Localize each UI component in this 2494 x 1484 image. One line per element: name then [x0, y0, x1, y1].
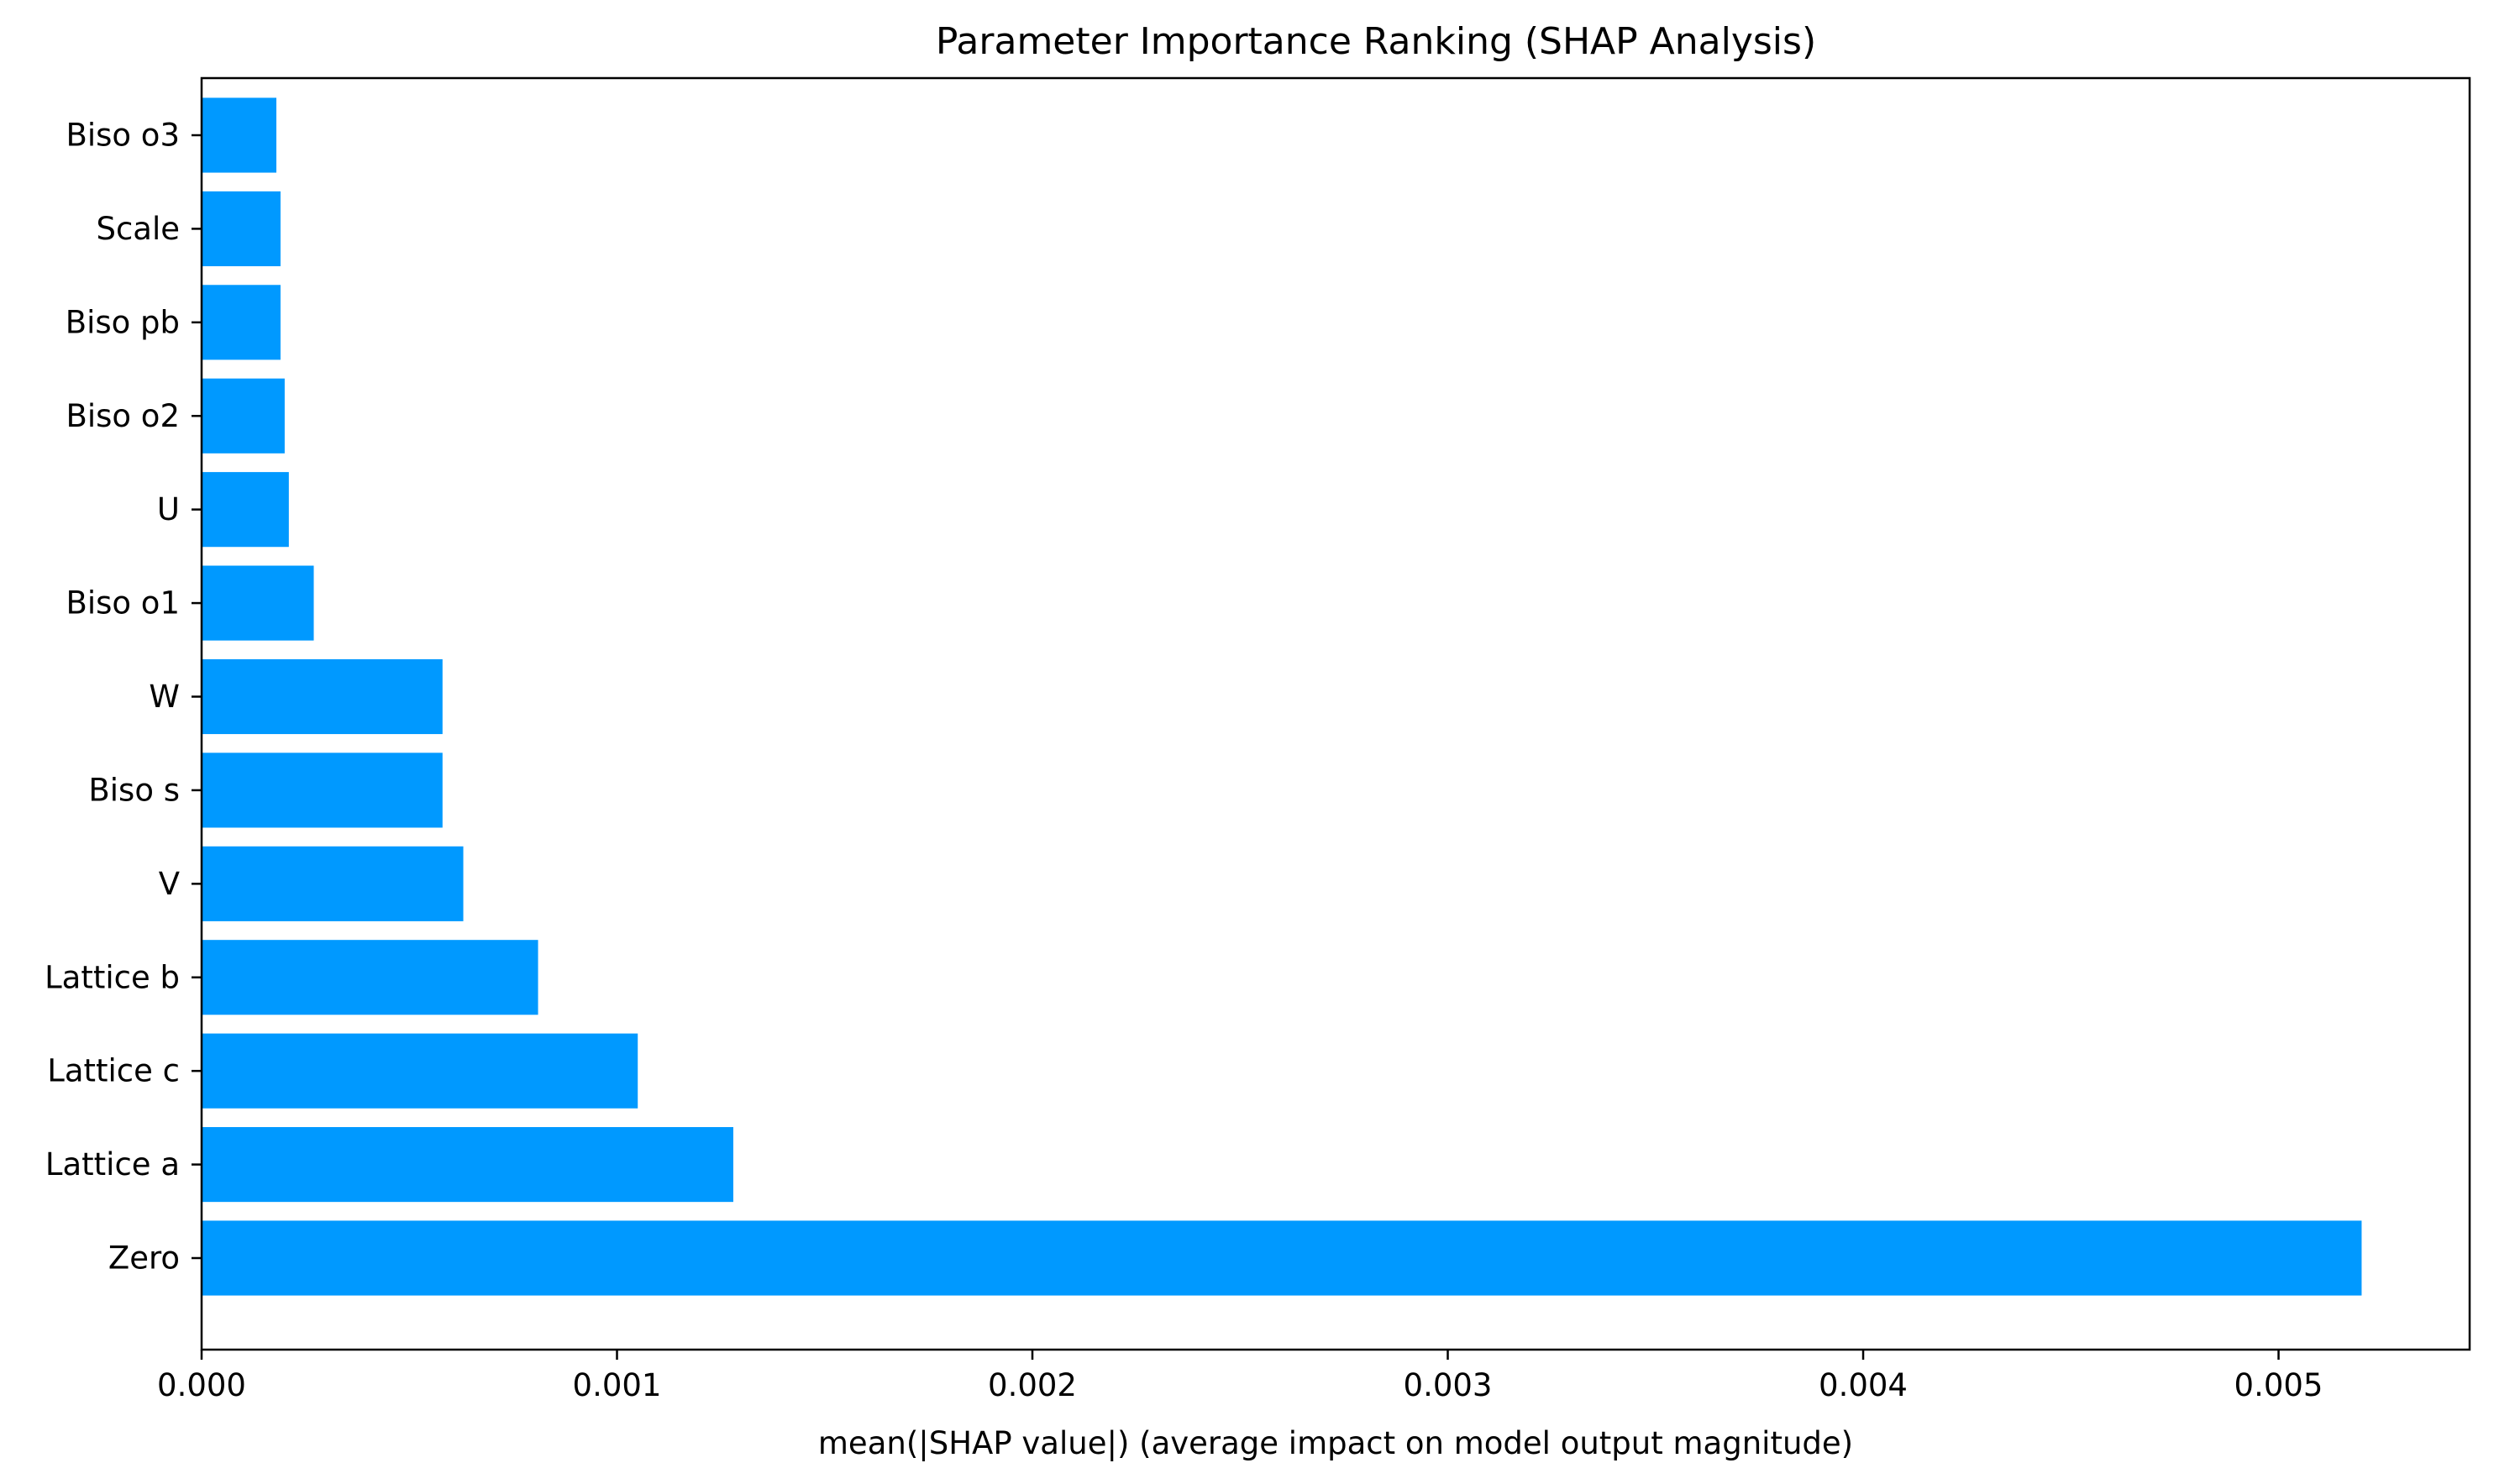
bars-layer [202, 97, 2362, 1296]
bar-lattice-c [202, 1033, 638, 1109]
bar-w [202, 658, 443, 735]
x-axis-ticks: 0.000 0.001 0.002 0.003 0.004 0.005 [157, 1350, 2323, 1403]
y-tick-label: V [159, 866, 180, 902]
y-tick-label: W [149, 679, 180, 715]
bar-v [202, 846, 464, 921]
bar-lattice-b [202, 940, 538, 1015]
bar-biso-s [202, 752, 443, 828]
x-tick-label: 0.003 [1404, 1367, 1493, 1403]
x-tick-label: 0.002 [988, 1367, 1077, 1403]
bar-biso-o2 [202, 378, 285, 454]
bar-biso-o3 [202, 97, 277, 173]
x-tick-label: 0.000 [157, 1367, 246, 1403]
bar-lattice-a [202, 1127, 733, 1203]
x-axis-label: mean(|SHAP value|) (average impact on mo… [818, 1425, 1853, 1461]
x-tick-label: 0.004 [1819, 1367, 1908, 1403]
y-tick-label: Biso o1 [66, 585, 180, 621]
y-tick-label: Lattice c [47, 1053, 180, 1089]
bar-biso-pb [202, 285, 281, 360]
y-tick-label: U [157, 491, 180, 527]
y-tick-label: Zero [108, 1240, 180, 1277]
y-tick-label: Biso o2 [66, 398, 180, 434]
bar-biso-o1 [202, 565, 314, 641]
y-axis-ticks: Zero Lattice a Lattice c Lattice b V Biso s W B… [45, 118, 202, 1277]
y-tick-label: Lattice a [45, 1146, 180, 1182]
bar-scale [202, 191, 281, 266]
x-tick-label: 0.005 [2234, 1367, 2323, 1403]
y-tick-label: Scale [96, 211, 180, 247]
plot-frame [200, 76, 2471, 1351]
y-tick-label: Lattice b [45, 959, 180, 995]
y-tick-label: Biso o3 [66, 118, 180, 154]
bar-zero [202, 1220, 2362, 1296]
chart-title: Parameter Importance Ranking (SHAP Analy… [936, 20, 1816, 63]
y-tick-label: Biso s [88, 772, 180, 808]
y-tick-label: Biso pb [66, 304, 180, 340]
x-tick-label: 0.001 [573, 1367, 662, 1403]
bar-u [202, 472, 289, 548]
